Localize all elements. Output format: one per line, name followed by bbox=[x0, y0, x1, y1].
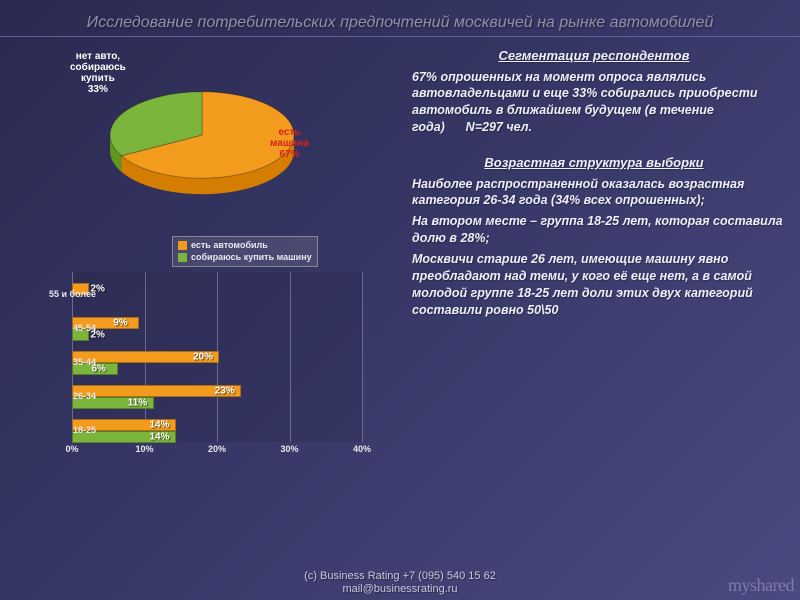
footer-line2: mail@businessrating.ru bbox=[342, 583, 457, 595]
x-tick-label: 0% bbox=[65, 444, 78, 454]
right-column: Сегментация респондентов 67% опрошенных … bbox=[400, 43, 788, 462]
x-tick-label: 20% bbox=[208, 444, 226, 454]
bar-value-label: 14% bbox=[150, 420, 170, 431]
bar-chart: есть автомобиль собираюсь купить машину … bbox=[12, 242, 392, 462]
x-tick-label: 30% bbox=[280, 444, 298, 454]
legend-label-plan: собираюсь купить машину bbox=[191, 252, 312, 262]
legend-swatch-plan bbox=[178, 253, 187, 262]
age-line-1: Наиболее распространенной оказалась возр… bbox=[400, 176, 788, 210]
bar-value-label: 11% bbox=[128, 398, 147, 409]
heading-segmentation: Сегментация респондентов bbox=[400, 47, 788, 65]
y-category-label: 55 и более bbox=[49, 289, 96, 299]
pie-label-plan: нет авто, собираюсь купить 33% bbox=[70, 51, 126, 95]
body-segmentation: 67% опрошенных на момент опроса являлись… bbox=[400, 69, 788, 137]
divider bbox=[0, 36, 800, 37]
slide-title: Исследование потребительских предпочтени… bbox=[0, 0, 800, 36]
footer: (c) Business Rating +7 (095) 540 15 62 m… bbox=[0, 570, 800, 596]
pie-label-have: есть машина 67% bbox=[270, 127, 309, 160]
watermark: myshared bbox=[728, 575, 794, 596]
legend-label-have: есть автомобиль bbox=[191, 240, 268, 250]
legend-item-plan: собираюсь купить машину bbox=[178, 252, 312, 264]
age-line-2: На втором месте – группа 18-25 лет, кото… bbox=[400, 213, 788, 247]
bar-value-label: 20% bbox=[193, 352, 213, 363]
y-category-label: 26-34 bbox=[73, 391, 96, 401]
x-tick-label: 10% bbox=[135, 444, 153, 454]
bar-value-label: 14% bbox=[150, 432, 170, 443]
legend-item-have: есть автомобиль bbox=[178, 240, 312, 252]
content-row: есть машина 67% нет авто, собираюсь купи… bbox=[0, 43, 800, 462]
bar-legend: есть автомобиль собираюсь купить машину bbox=[172, 236, 318, 267]
heading-age: Возрастная структура выборки bbox=[400, 154, 788, 172]
age-line-3: Москвичи старше 26 лет, имеющие машину я… bbox=[400, 251, 788, 319]
footer-line1: (c) Business Rating +7 (095) 540 15 62 bbox=[304, 570, 496, 582]
bar-plot-area: 2%9%2%20%6%23%11%14%14% bbox=[72, 272, 362, 442]
y-category-label: 35-44 bbox=[73, 357, 96, 367]
y-category-label: 45-54 bbox=[73, 323, 96, 333]
bar-value-label: 23% bbox=[215, 386, 235, 397]
pie-chart: есть машина 67% нет авто, собираюсь купи… bbox=[12, 47, 392, 222]
y-category-label: 18-25 bbox=[73, 425, 96, 435]
left-column: есть машина 67% нет авто, собираюсь купи… bbox=[12, 43, 392, 462]
bar-value-label: 9% bbox=[113, 318, 127, 329]
legend-swatch-have bbox=[178, 241, 187, 250]
x-tick-label: 40% bbox=[353, 444, 371, 454]
